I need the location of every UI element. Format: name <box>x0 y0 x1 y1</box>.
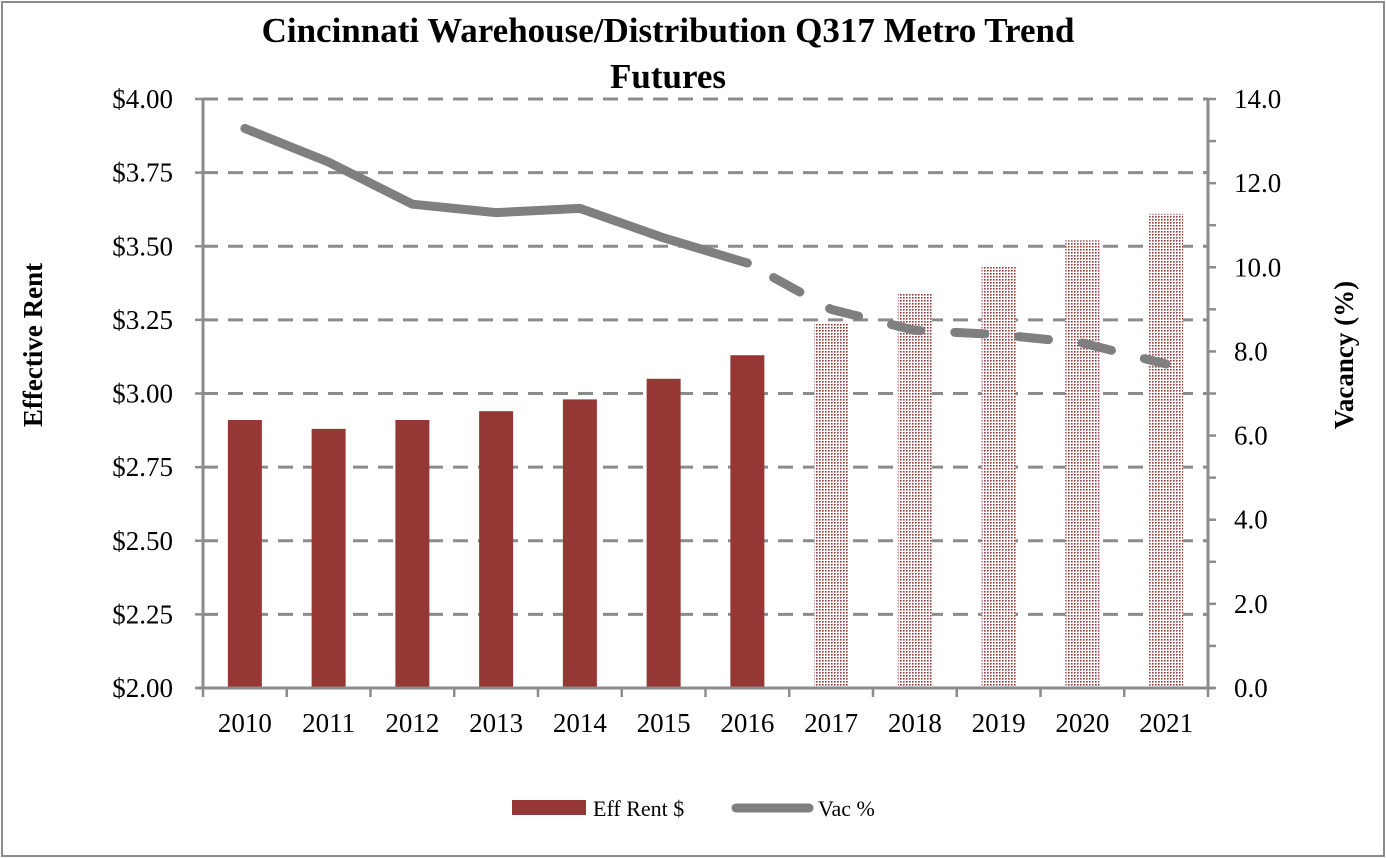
bar <box>227 420 262 688</box>
left-axis-label: Effective Rent <box>18 263 48 427</box>
legend-item-rent[interactable]: Eff Rent $ <box>512 796 684 821</box>
x-tick-label: 2019 <box>972 708 1026 738</box>
left-tick-label: $4.00 <box>112 84 173 114</box>
right-tick-label: 2.0 <box>1234 589 1268 619</box>
x-tick-label: 2021 <box>1139 708 1193 738</box>
bar <box>395 420 430 688</box>
left-tick-label: $3.50 <box>112 231 173 261</box>
right-axis-label: Vacancy (%) <box>1329 281 1359 429</box>
left-tick-label: $2.75 <box>112 452 173 482</box>
vacancy-line-actual <box>240 123 752 268</box>
right-tick-label: 14.0 <box>1234 84 1281 114</box>
right-tick-label: 6.0 <box>1234 421 1268 451</box>
x-tick-label: 2017 <box>804 708 858 738</box>
left-tick-label: $2.50 <box>112 526 173 556</box>
legend: Eff Rent $ Vac % <box>512 796 875 821</box>
bar-forecast <box>897 293 932 688</box>
x-tick-label: 2018 <box>888 708 942 738</box>
x-tick-label: 2011 <box>302 708 355 738</box>
rent-bars <box>227 213 1184 689</box>
left-tick-label: $2.25 <box>112 599 173 629</box>
left-tick-label: $2.00 <box>112 673 173 703</box>
left-tick-labels: $2.00 $2.25 $2.50 $2.75 $3.00 $3.25 $3.50 $3.75… <box>112 84 173 703</box>
left-tick-label: $3.75 <box>112 158 173 188</box>
x-tick-label: 2012 <box>385 708 439 738</box>
left-tick-label: $3.25 <box>112 305 173 335</box>
x-tick-label: 2016 <box>720 708 774 738</box>
bar <box>562 399 597 688</box>
bar-forecast <box>1149 213 1184 689</box>
x-tick-labels: 2010 2011 2012 2013 2014 2015 2016 2017 2018 2019… <box>218 708 1193 738</box>
vacancy-line <box>240 123 1171 369</box>
axes <box>195 97 1216 697</box>
bar <box>730 355 765 688</box>
bar <box>311 428 346 688</box>
bar <box>646 378 681 688</box>
bar <box>479 411 514 688</box>
right-tick-labels: 0.0 2.0 4.0 6.0 8.0 10.0 12.0 14.0 <box>1234 84 1281 703</box>
vacancy-line-forecast <box>742 258 1171 369</box>
x-tick-label: 2010 <box>218 708 272 738</box>
legend-swatch-rent <box>512 800 586 815</box>
right-tick-label: 10.0 <box>1234 252 1281 282</box>
x-tick-label: 2014 <box>553 708 608 738</box>
x-tick-label: 2020 <box>1055 708 1109 738</box>
right-tick-label: 12.0 <box>1234 168 1281 198</box>
bar-forecast <box>1065 240 1100 689</box>
right-tick-label: 4.0 <box>1234 505 1268 535</box>
legend-item-vacancy[interactable]: Vac % <box>731 796 875 821</box>
chart-title-line-1: Cincinnati Warehouse/Distribution Q317 M… <box>262 11 1075 50</box>
right-tick-label: 8.0 <box>1234 336 1268 366</box>
left-tick-label: $3.00 <box>112 379 173 409</box>
legend-label-rent: Eff Rent $ <box>593 796 684 821</box>
chart-title-line-2: Futures <box>610 57 726 96</box>
right-tick-label: 0.0 <box>1234 673 1268 703</box>
bar-forecast <box>814 322 849 688</box>
x-tick-label: 2015 <box>637 708 691 738</box>
x-tick-label: 2013 <box>469 708 523 738</box>
legend-label-vacancy: Vac % <box>818 796 875 821</box>
gridlines <box>203 97 1208 616</box>
